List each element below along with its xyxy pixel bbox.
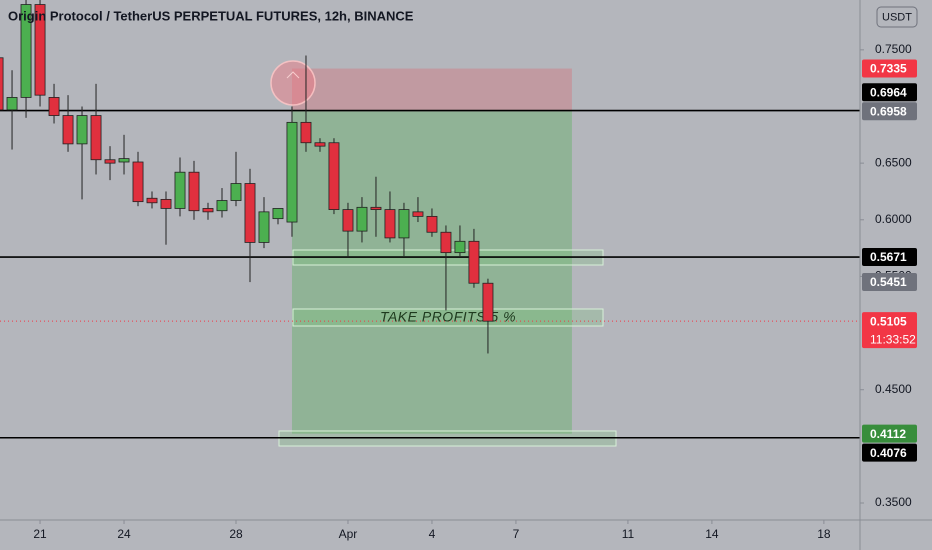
x-tick-label: 14	[705, 527, 719, 541]
price-label: 0.6958	[870, 104, 907, 118]
x-tick-label: 11	[622, 527, 635, 541]
candle-body	[118, 158, 130, 163]
candle-body	[188, 171, 200, 212]
candle-body	[258, 211, 270, 243]
candle-body	[90, 115, 102, 161]
price-label-box	[862, 424, 917, 443]
price-label: 0.6964	[870, 85, 907, 99]
x-tick-label: 18	[817, 527, 831, 541]
price-label: 0.5671	[870, 250, 907, 264]
candle-body	[244, 183, 256, 243]
candle-body	[160, 198, 172, 209]
x-tick-label: 24	[117, 527, 131, 541]
highlight-circle	[270, 60, 316, 106]
price-label-box	[862, 83, 917, 102]
candle-body	[426, 215, 438, 233]
y-tick-label: 0.6500	[875, 155, 912, 169]
x-tick-label: Apr	[339, 527, 358, 541]
candle-body	[272, 208, 284, 220]
price-label: 0.4112	[870, 427, 906, 441]
candle-body	[286, 121, 298, 223]
x-tick-label: 21	[33, 527, 47, 541]
y-tick-label: 0.6000	[875, 212, 912, 226]
x-tick-label: 4	[429, 527, 436, 541]
currency-label[interactable]: USDT	[882, 11, 912, 23]
candle-body	[20, 4, 32, 98]
price-label-box	[862, 59, 917, 78]
candle-body	[314, 142, 326, 147]
currency-button[interactable]	[876, 6, 918, 28]
candle-body	[132, 161, 144, 203]
y-tick-label: 0.3500	[875, 495, 912, 509]
stop-zone	[291, 68, 572, 112]
axis-layer: 0.75000.65000.60000.55000.45000.35002124…	[33, 42, 917, 541]
candle-body	[216, 200, 228, 212]
highlight-arrow	[286, 71, 300, 79]
candle-body	[48, 97, 60, 116]
y-tick-label: 0.4500	[875, 382, 912, 396]
price-label-box	[862, 248, 917, 267]
candle-body	[384, 209, 396, 239]
candle-body	[440, 231, 452, 254]
price-label-box	[862, 443, 917, 462]
y-tick-label: 0.7500	[875, 42, 912, 56]
candle-body	[370, 206, 382, 210]
price-label: 0.5451	[870, 275, 907, 289]
price-label-box	[862, 102, 917, 121]
price-label: 0.4076	[870, 446, 907, 460]
annotation: TAKE PROFITS 5 %	[380, 309, 516, 325]
candle-body	[104, 159, 116, 164]
price-label: 0.7335	[870, 62, 907, 76]
candle-body	[230, 183, 242, 201]
candle-body	[0, 57, 4, 111]
candle-body	[300, 121, 312, 144]
candle-body	[356, 206, 368, 232]
candle-body	[412, 211, 424, 217]
countdown: 11:33:52	[870, 332, 916, 346]
candle-body	[328, 142, 340, 210]
candle-body	[76, 115, 88, 145]
chart-title: Origin Protocol / TetherUS PERPETUAL FUT…	[8, 8, 414, 23]
candle-body	[34, 4, 46, 96]
candle-body	[342, 209, 354, 232]
candle-body	[146, 197, 158, 204]
drawn-box	[292, 308, 604, 327]
price-label: 0.5105	[870, 314, 907, 328]
plot-area: TAKE PROFITS 5 %	[0, 0, 860, 447]
price-label-box	[862, 312, 917, 349]
x-tick-label: 28	[229, 527, 243, 541]
candle-body	[174, 171, 186, 209]
candle-body	[398, 209, 410, 239]
candle-body	[202, 208, 214, 213]
candle-body	[62, 115, 74, 145]
candle-body	[454, 240, 466, 254]
candle-body	[468, 240, 480, 284]
candle-body	[6, 97, 18, 111]
price-label-box	[862, 272, 917, 291]
candle-body	[482, 282, 494, 322]
x-tick-label: 7	[513, 527, 520, 541]
